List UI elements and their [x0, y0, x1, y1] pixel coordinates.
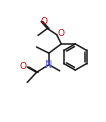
Text: O: O	[41, 17, 48, 26]
Text: O: O	[20, 62, 27, 71]
Text: N: N	[45, 60, 53, 70]
Text: O: O	[57, 29, 64, 38]
